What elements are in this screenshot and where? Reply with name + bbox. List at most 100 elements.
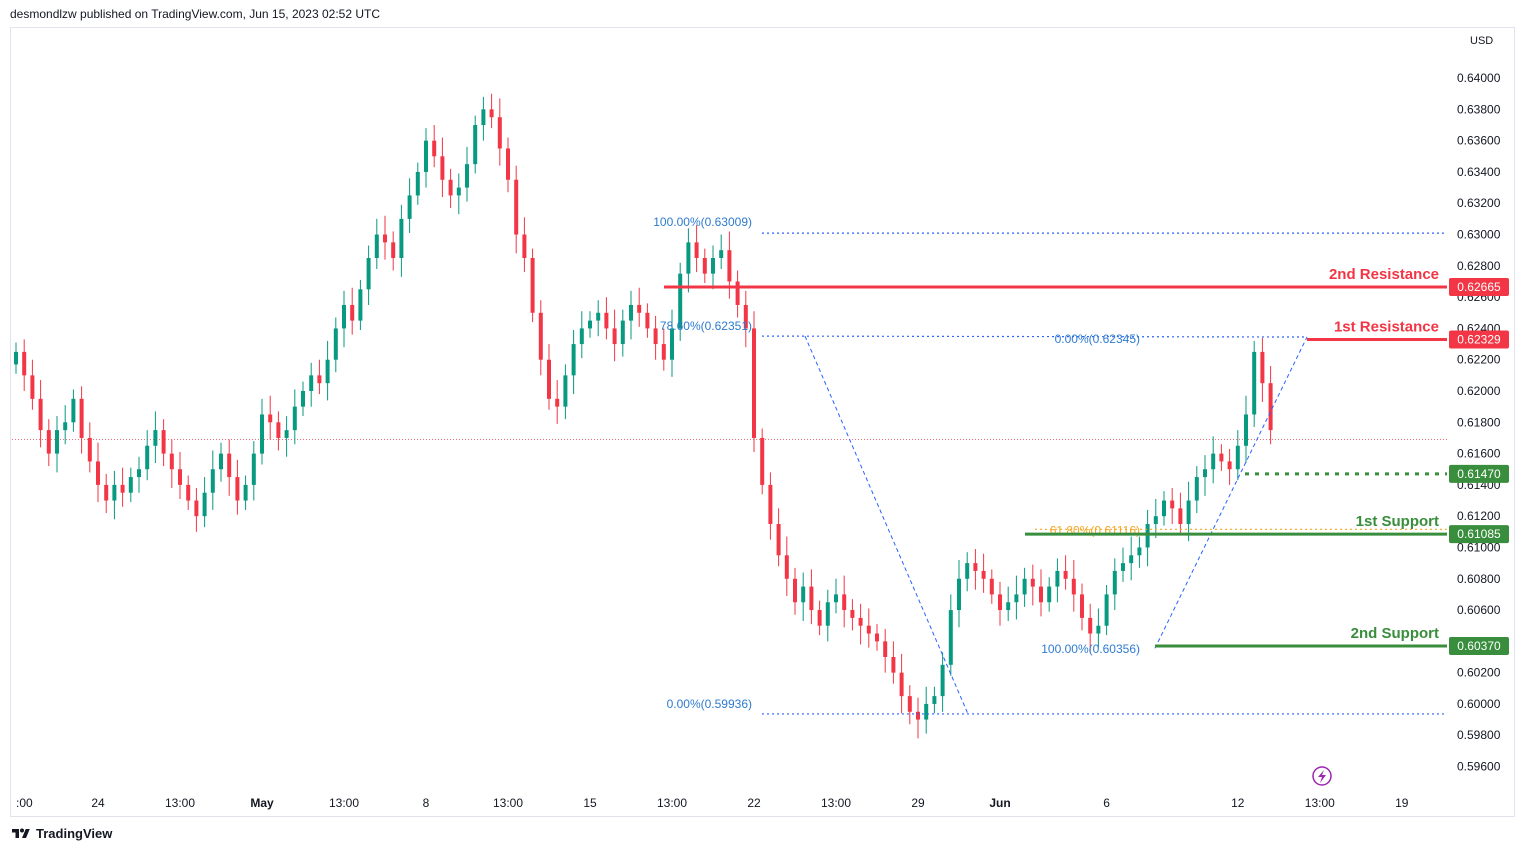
candle-body bbox=[809, 586, 814, 611]
candle-body bbox=[793, 578, 797, 603]
candle-body bbox=[768, 484, 773, 525]
candle-body bbox=[579, 328, 584, 345]
candle-body bbox=[1030, 578, 1035, 587]
candle-body bbox=[907, 696, 912, 712]
support-2-price-value: 0.60370 bbox=[1457, 639, 1501, 653]
candle-body bbox=[137, 469, 141, 478]
candle-body bbox=[686, 242, 691, 274]
x-tick-label: 19 bbox=[1395, 796, 1409, 810]
candle-body bbox=[899, 672, 904, 697]
candle-body bbox=[916, 711, 920, 720]
candle-body bbox=[63, 422, 68, 431]
candle-body bbox=[473, 125, 478, 165]
candle-body bbox=[801, 586, 806, 603]
publish-header: desmondlzw published on TradingView.com,… bbox=[10, 7, 381, 21]
fib-a-786-label: 78.60%(0.62351) bbox=[660, 319, 752, 333]
candle-body bbox=[79, 398, 84, 438]
candle-body bbox=[1170, 500, 1175, 509]
candle-body bbox=[1137, 547, 1142, 556]
candle-body bbox=[301, 391, 305, 407]
candle-body bbox=[96, 461, 100, 485]
y-tick-label: 0.61000 bbox=[1457, 540, 1501, 554]
candle-body bbox=[112, 484, 117, 501]
lightning-icon[interactable] bbox=[1312, 766, 1332, 786]
candle-body bbox=[596, 312, 601, 321]
fib-b-100-label: 100.00%(0.60356) bbox=[1041, 642, 1140, 656]
candle-body bbox=[866, 625, 871, 634]
fib-b-0-label: 0.00%(0.62345) bbox=[1055, 332, 1140, 346]
candle-body bbox=[694, 242, 699, 259]
candle-body bbox=[497, 117, 502, 149]
chart-frame[interactable] bbox=[10, 27, 1515, 817]
pivot-price-value: 0.61470 bbox=[1457, 467, 1501, 481]
candle-body bbox=[653, 328, 658, 345]
candle-body bbox=[358, 289, 363, 321]
candle-body bbox=[350, 304, 355, 321]
fib-a-trend-line bbox=[804, 335, 969, 715]
x-tick-label: 13:00 bbox=[329, 796, 359, 810]
candle-body bbox=[998, 594, 1002, 611]
support-1-label: 1st Support bbox=[1356, 513, 1439, 530]
candle-body bbox=[1178, 508, 1183, 525]
candle-body bbox=[55, 430, 59, 454]
candle-body bbox=[1211, 453, 1216, 470]
candle-body bbox=[547, 359, 551, 399]
candle-body bbox=[891, 657, 896, 673]
candle-body bbox=[752, 328, 756, 438]
candle-body bbox=[342, 304, 346, 329]
pivot-price-tag bbox=[1449, 464, 1509, 483]
candle-body bbox=[506, 148, 510, 180]
candle-body bbox=[1268, 383, 1273, 431]
candle-body bbox=[260, 414, 264, 454]
candle-body bbox=[629, 304, 633, 321]
candle-body bbox=[571, 344, 576, 376]
support-1-price-value: 0.61085 bbox=[1457, 527, 1501, 541]
candle-body bbox=[825, 602, 830, 626]
candle-body bbox=[637, 304, 642, 313]
y-tick-label: 0.62200 bbox=[1457, 353, 1501, 367]
candle-body bbox=[448, 179, 453, 196]
candle-body bbox=[514, 179, 519, 235]
candle-body bbox=[391, 242, 396, 259]
candle-body bbox=[202, 492, 207, 517]
candle-body bbox=[670, 328, 674, 360]
candle-body bbox=[22, 351, 27, 376]
candle-body bbox=[661, 344, 666, 360]
candle-body bbox=[383, 234, 387, 243]
y-tick-label: 0.63200 bbox=[1457, 196, 1501, 210]
candle-body bbox=[1006, 602, 1011, 611]
candle-body bbox=[1235, 445, 1240, 470]
candle-body bbox=[1203, 469, 1207, 478]
tradingview-branding[interactable]: TradingView bbox=[10, 826, 112, 841]
candle-body bbox=[440, 156, 445, 180]
candle-body bbox=[834, 594, 838, 603]
candle-body bbox=[424, 140, 428, 172]
candle-body bbox=[1121, 563, 1125, 571]
resistance-2-price-value: 0.62665 bbox=[1457, 280, 1501, 294]
candle-body bbox=[14, 351, 18, 365]
candle-body bbox=[87, 437, 92, 462]
candle-body bbox=[194, 500, 199, 517]
candle-body bbox=[842, 594, 847, 611]
candle-body bbox=[284, 430, 289, 438]
candle-body bbox=[251, 453, 256, 485]
candle-body bbox=[784, 555, 789, 579]
y-tick-label: 0.62800 bbox=[1457, 259, 1501, 273]
y-tick-label: 0.63400 bbox=[1457, 165, 1501, 179]
y-tick-label: 0.62000 bbox=[1457, 384, 1501, 398]
x-tick-label: Jun bbox=[989, 796, 1010, 810]
candle-body bbox=[1055, 570, 1060, 587]
candle-body bbox=[169, 453, 174, 470]
candle-body bbox=[456, 187, 461, 196]
candle-body bbox=[227, 453, 232, 478]
candle-body bbox=[1252, 351, 1257, 415]
candle-body bbox=[948, 610, 953, 665]
y-tick-label: 0.64000 bbox=[1457, 71, 1501, 85]
candle-body bbox=[1153, 516, 1158, 525]
y-tick-label: 0.61800 bbox=[1457, 415, 1501, 429]
candle-body bbox=[719, 250, 724, 259]
support-1-price-tag bbox=[1449, 525, 1509, 544]
candle-body bbox=[940, 664, 945, 697]
candle-body bbox=[309, 375, 314, 392]
